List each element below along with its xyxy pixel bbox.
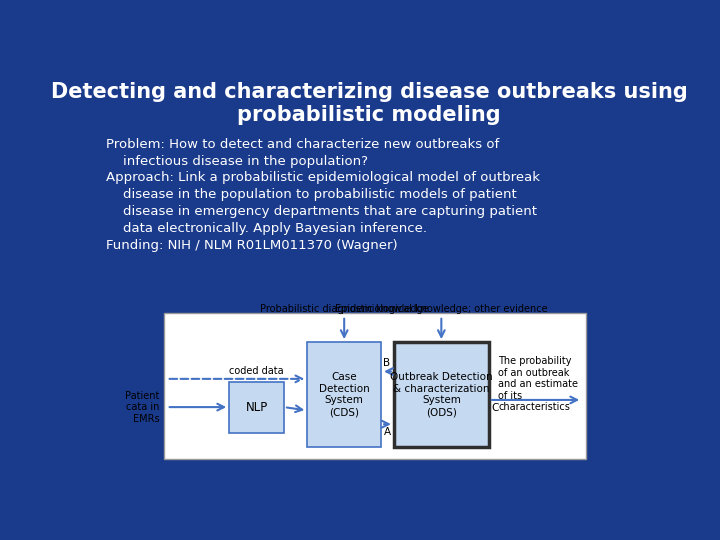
- Text: B: B: [384, 359, 390, 368]
- Bar: [229, 381, 284, 433]
- Text: Patient
cata in
EMRs: Patient cata in EMRs: [125, 390, 160, 424]
- Text: disease in emergency departments that are capturing patient: disease in emergency departments that ar…: [106, 205, 536, 218]
- Text: Epidemiological knowledge; other evidence: Epidemiological knowledge; other evidenc…: [335, 304, 548, 314]
- Text: The probability
of an outbreak
and an estimate
of its
characteristics: The probability of an outbreak and an es…: [498, 356, 578, 413]
- Text: Problem: How to detect and characterize new outbreaks of: Problem: How to detect and characterize …: [106, 138, 499, 151]
- Text: C: C: [491, 403, 498, 413]
- Text: data electronically. Apply Bayesian inference.: data electronically. Apply Bayesian infe…: [106, 222, 426, 235]
- Text: NLP: NLP: [246, 401, 268, 414]
- Bar: [307, 342, 381, 447]
- Bar: [394, 342, 489, 447]
- Text: Case
Detection
System
(CDS): Case Detection System (CDS): [319, 372, 369, 417]
- Text: coded data: coded data: [229, 366, 284, 376]
- Text: probabilistic modeling: probabilistic modeling: [237, 105, 501, 125]
- Text: Probabilistic diagnostic knowledge: Probabilistic diagnostic knowledge: [260, 304, 428, 314]
- Text: A: A: [384, 427, 390, 437]
- Bar: [163, 313, 586, 459]
- Text: Detecting and characterizing disease outbreaks using: Detecting and characterizing disease out…: [50, 82, 688, 102]
- Text: disease in the population to probabilistic models of patient: disease in the population to probabilist…: [106, 188, 516, 201]
- Text: Outbreak Detection
& characterization
System
(ODS): Outbreak Detection & characterization Sy…: [390, 372, 492, 417]
- Text: Approach: Link a probabilistic epidemiological model of outbreak: Approach: Link a probabilistic epidemiol…: [106, 172, 539, 185]
- Text: infectious disease in the population?: infectious disease in the population?: [106, 154, 367, 167]
- Text: Funding: NIH / NLM R01LM011370 (Wagner): Funding: NIH / NLM R01LM011370 (Wagner): [106, 239, 397, 252]
